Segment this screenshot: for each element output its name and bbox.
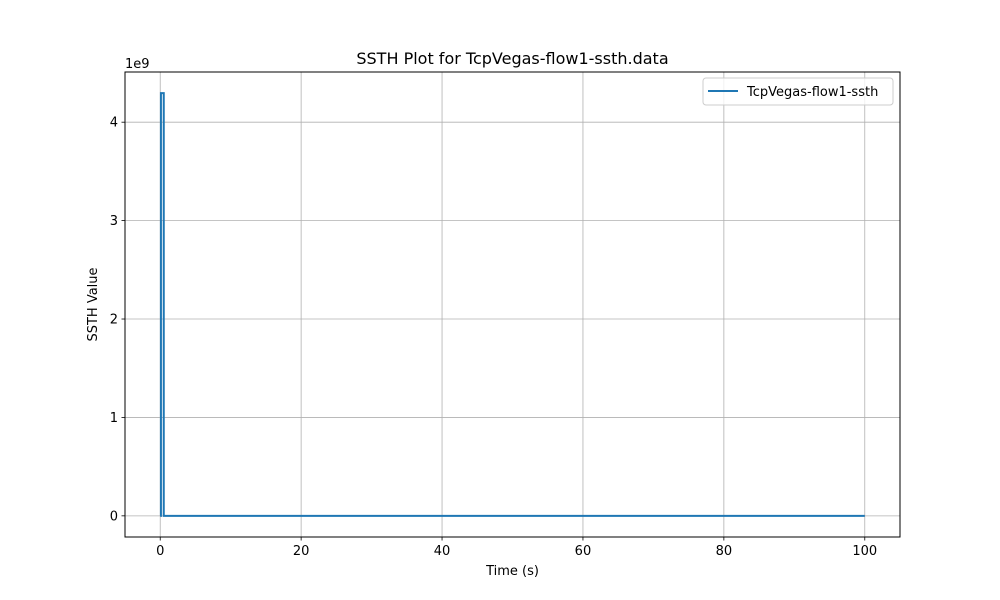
x-tick-label: 60 [575,544,592,559]
x-tick-label: 0 [156,544,164,559]
series-line [159,92,865,517]
x-axis-label: Time (s) [485,564,539,579]
chart-title: SSTH Plot for TcpVegas-flow1-ssth.data [356,49,668,68]
y-axis-label: SSTH Value [86,267,101,341]
legend: TcpVegas-flow1-ssth [702,77,894,106]
y-tick-label: 3 [110,214,118,229]
x-tick-label: 40 [434,544,451,559]
tick-layer: 0 20 40 60 80 100 0 1 2 3 4 [110,116,877,559]
legend-box [702,77,894,106]
series-layer [159,92,865,517]
y-tick-label: 4 [110,116,118,131]
y-tick-label: 2 [110,313,118,328]
y-axis-offset-label: 1e9 [125,57,150,72]
legend-label: TcpVegas-flow1-ssth [746,85,878,100]
x-tick-label: 20 [293,544,310,559]
x-tick-label: 80 [716,544,733,559]
plot-frame [124,71,901,538]
y-tick-label: 0 [110,509,118,524]
y-tick-label: 1 [110,411,118,426]
x-tick-label: 100 [852,544,877,559]
